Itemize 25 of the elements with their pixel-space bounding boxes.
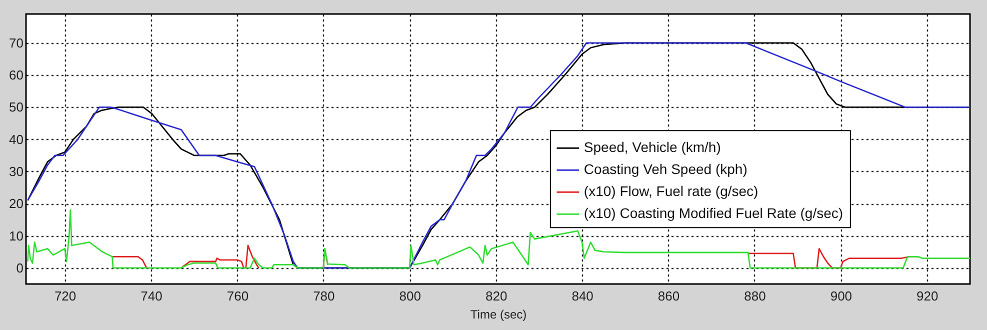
legend-label: Speed, Vehicle (km/h) <box>584 139 721 156</box>
legend-label: (x10) Coasting Modified Fuel Rate (g/sec) <box>584 205 844 222</box>
x-tick-label: 720 <box>54 288 76 304</box>
x-tick-label: 740 <box>140 288 162 304</box>
legend-label: Coasting Veh Speed (kph) <box>584 161 748 178</box>
y-tick-label: 0 <box>16 260 24 276</box>
x-tick-label: 780 <box>313 288 335 304</box>
legend-label: (x10) Flow, Fuel rate (g/sec) <box>584 183 758 200</box>
x-axis-title: Time (sec) <box>470 308 527 322</box>
x-tick-label: 880 <box>744 288 766 304</box>
y-tick-label: 60 <box>9 68 24 83</box>
x-tick-label: 800 <box>399 288 421 304</box>
line-series <box>27 209 970 269</box>
x-tick-label: 820 <box>485 288 508 304</box>
y-tick-label: 70 <box>9 35 24 50</box>
x-tick-label: 760 <box>226 288 249 304</box>
y-tick-label: 30 <box>9 164 24 179</box>
x-tick-label: 860 <box>658 288 680 304</box>
x-tick-label: 840 <box>572 288 594 304</box>
y-tick-label: 50 <box>9 100 24 115</box>
y-tick-label: 40 <box>9 132 24 147</box>
y-tick-label: 20 <box>9 196 24 212</box>
x-tick-label: 900 <box>830 288 852 304</box>
x-tick-label: 920 <box>916 288 938 304</box>
y-tick-label: 10 <box>9 228 24 244</box>
